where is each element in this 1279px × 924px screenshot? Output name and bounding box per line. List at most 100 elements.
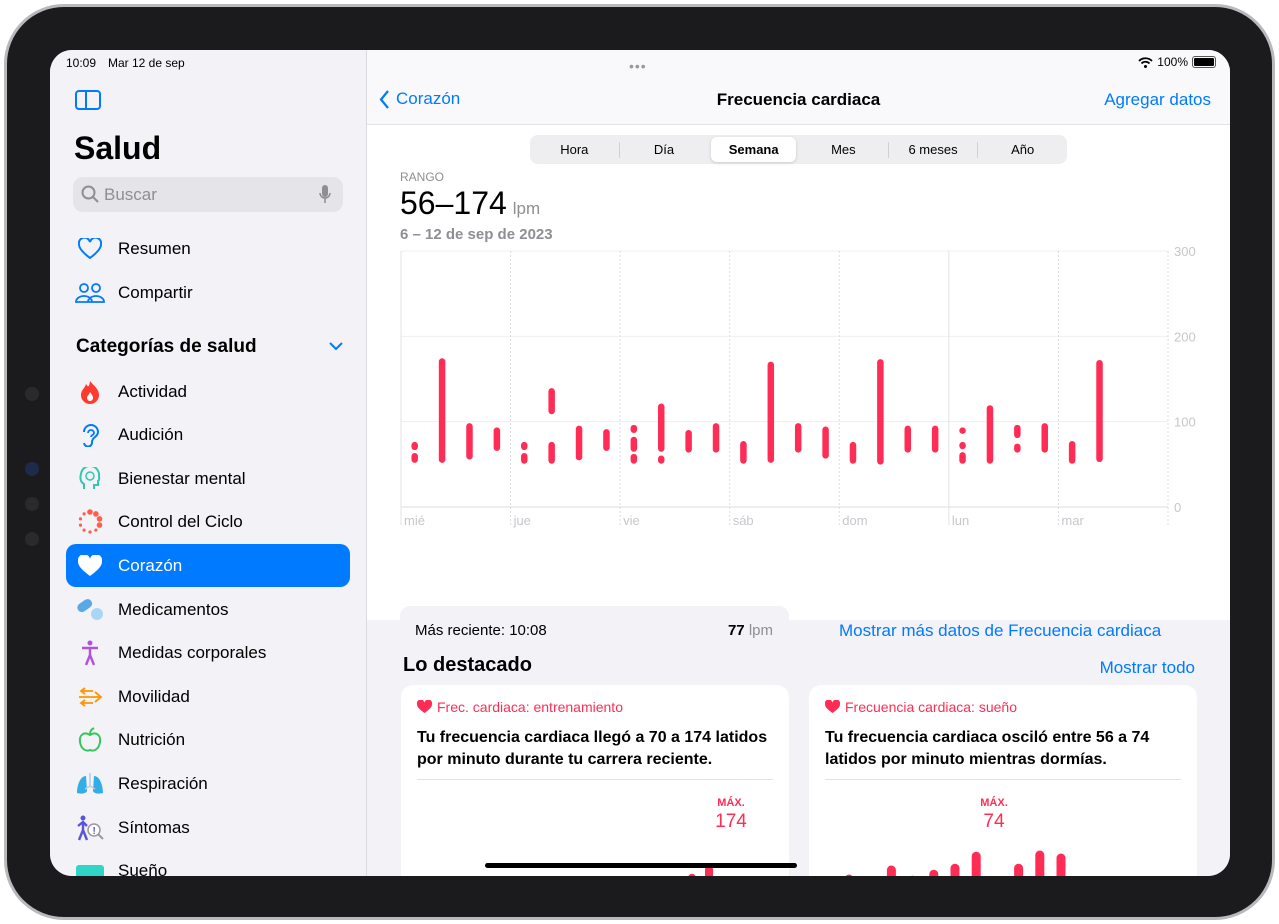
sidebar-item-label: Audición (118, 425, 184, 445)
sidebar-item-label: Respiración (118, 773, 208, 793)
sidebar-item-label: Medicamentos (118, 599, 229, 619)
x-tick-label: jue (513, 513, 531, 528)
search-icon (81, 185, 99, 203)
max-value: 74 (983, 811, 1005, 832)
highlight-text: Tu frecuencia cardiaca osciló entre 56 a… (825, 729, 1150, 768)
sidebar-item-label: Bienestar mental (118, 468, 246, 488)
chevron-left-icon (379, 89, 389, 109)
multitasking-dots-icon[interactable]: ••• (629, 58, 647, 74)
segment-divider (708, 142, 709, 158)
segment-hora[interactable]: Hora (560, 142, 589, 157)
x-tick-label: vie (623, 513, 640, 528)
page-title: Frecuencia cardiaca (716, 90, 881, 109)
date-range: 6 – 12 de sep de 2023 (400, 226, 553, 243)
search-placeholder: Buscar (104, 185, 157, 204)
camera-lens (25, 462, 39, 476)
status-time: 10:09 (66, 56, 97, 70)
x-tick-label: mar (1061, 513, 1084, 528)
sidebar-item-movilidad[interactable]: Movilidad (66, 675, 350, 718)
back-label: Corazón (396, 89, 461, 108)
range-value: 56–174 (400, 185, 507, 221)
camera-dot (25, 387, 39, 401)
segment-divider (887, 141, 889, 158)
add-data-button[interactable]: Agregar datos (1104, 90, 1211, 109)
x-tick-label: mié (404, 513, 425, 528)
bed-icon (70, 861, 110, 876)
heart-icon (417, 700, 432, 713)
x-tick-label: sáb (733, 513, 754, 528)
brain-head-icon (70, 466, 110, 491)
sidebar-item-medidas-corporales[interactable]: Medidas corporales (66, 632, 350, 675)
lungs-icon (70, 772, 110, 796)
section-title: Categorías de salud (76, 336, 257, 357)
segment-divider (798, 142, 799, 158)
sidebar-item-actividad[interactable]: Actividad (66, 370, 350, 413)
sidebar-item-medicamentos[interactable]: Medicamentos (66, 588, 350, 631)
arrows-icon (70, 685, 110, 709)
sidebar: 10:09 Mar 12 de sep Salud Buscar Resumen… (50, 50, 367, 876)
pills-icon (70, 598, 110, 621)
symptoms-icon: ! (70, 815, 110, 841)
y-tick-label: 100 (1174, 415, 1196, 430)
sidebar-item-label: Nutrición (118, 730, 186, 750)
highlight-card[interactable]: Frec. cardiaca: entrenamiento Tu frecuen… (401, 685, 789, 876)
highlight-text: Tu frecuencia cardiaca llegó a 70 a 174 … (417, 729, 768, 768)
sidebar-item-audición[interactable]: Audición (66, 414, 350, 457)
latest-reading[interactable]: Más reciente: 10:08 77 lpm (400, 606, 789, 655)
sidebar-item-sueño[interactable]: Sueño (66, 850, 350, 876)
latest-label: Más reciente: 10:08 (415, 622, 547, 639)
segment-semana[interactable]: Semana (711, 137, 797, 162)
divider (825, 779, 1181, 780)
y-tick-label: 0 (1174, 500, 1181, 515)
microphone-icon[interactable] (319, 185, 331, 205)
mini-chart (688, 865, 713, 876)
sidebar-item-corazón[interactable]: Corazón (66, 544, 350, 588)
heart-icon (825, 700, 840, 713)
sidebar-toggle-icon[interactable] (75, 90, 101, 110)
segment-6-meses[interactable]: 6 meses (908, 142, 958, 157)
main-content: ••• 100% Corazón Frecuencia cardiaca Agr… (367, 50, 1230, 876)
battery-percent: 100% (1157, 55, 1188, 69)
sidebar-item-control-del-ciclo[interactable]: Control del Ciclo (66, 501, 350, 544)
chevron-down-icon[interactable] (329, 342, 343, 351)
highlight-title: Frecuencia cardiaca: sueño (845, 699, 1017, 715)
sidebar-item-bienestar-mental[interactable]: Bienestar mental (66, 457, 350, 500)
sidebar-item-resumen[interactable]: Resumen (66, 227, 350, 270)
chart-panel: Hora Día Semana Mes 6 meses Año RANGO 56–174 … (367, 125, 1230, 655)
flame-icon (70, 380, 110, 404)
navigation-bar: ••• 100% Corazón Frecuencia cardiaca Agr… (367, 50, 1230, 125)
max-label: MÁX. (980, 797, 1008, 809)
segment-divider (977, 141, 979, 158)
x-tick-label: dom (842, 513, 867, 528)
battery-icon (1192, 56, 1216, 68)
show-all-link[interactable]: Mostrar todo (1099, 658, 1195, 677)
highlight-title: Frec. cardiaca: entrenamiento (437, 699, 623, 715)
sidebar-item-label: Control del Ciclo (118, 512, 243, 532)
highlights-title: Lo destacado (403, 654, 532, 676)
highlight-card[interactable]: Frecuencia cardiaca: sueño Tu frecuencia… (809, 685, 1197, 876)
segment-año[interactable]: Año (1011, 142, 1035, 157)
max-label: MÁX. (717, 797, 745, 809)
sensor-dot (25, 497, 39, 511)
sidebar-item-compartir[interactable]: Compartir (66, 271, 350, 314)
sidebar-item-label: Síntomas (118, 817, 190, 837)
segment-día[interactable]: Día (653, 142, 675, 157)
segment-mes[interactable]: Mes (831, 142, 856, 157)
sidebar-item-síntomas[interactable]: ! Síntomas (66, 806, 350, 849)
sidebar-item-label: Actividad (118, 381, 187, 401)
back-button[interactable]: Corazón (379, 89, 460, 109)
y-tick-label: 200 (1174, 329, 1196, 344)
screen: 10:09 Mar 12 de sep Salud Buscar Resumen… (50, 50, 1230, 876)
show-more-data-link[interactable]: Mostrar más datos de Frecuencia cardiaca (839, 621, 1162, 640)
segment-divider (618, 141, 620, 158)
divider (417, 779, 773, 780)
home-indicator[interactable] (485, 863, 797, 868)
ear-icon (70, 423, 110, 448)
sensor-dot (25, 532, 39, 546)
heart-rate-chart[interactable]: 0 100 200 300 mié jue vie sáb dom lun mar (395, 240, 1205, 530)
sidebar-item-nutrición[interactable]: Nutrición (66, 719, 350, 762)
sidebar-item-respiración[interactable]: Respiración (66, 762, 350, 805)
latest-unit: lpm (748, 622, 773, 639)
search-input[interactable]: Buscar (73, 177, 343, 212)
sidebar-item-label: Compartir (118, 282, 193, 302)
